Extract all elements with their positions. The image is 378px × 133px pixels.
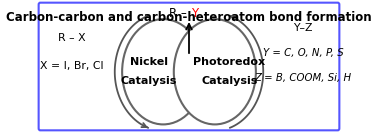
Text: Y: Y (191, 7, 198, 20)
Text: Carbon-carbon and carbon-heteroatom bond formation: Carbon-carbon and carbon-heteroatom bond… (6, 11, 372, 24)
FancyBboxPatch shape (39, 3, 339, 130)
Text: Nickel: Nickel (130, 57, 168, 67)
Text: Z = B, COOM, Si, H: Z = B, COOM, Si, H (254, 73, 352, 83)
Text: X = I, Br, Cl: X = I, Br, Cl (40, 61, 104, 72)
Ellipse shape (122, 19, 204, 124)
Ellipse shape (174, 19, 256, 124)
Text: Catalysis: Catalysis (201, 76, 257, 86)
Text: R –: R – (169, 7, 187, 20)
Text: Y–Z: Y–Z (293, 23, 313, 33)
Text: R – X: R – X (58, 33, 86, 43)
Text: Catalysis: Catalysis (121, 76, 177, 86)
Text: Y = C, O, N, P, S: Y = C, O, N, P, S (263, 48, 343, 58)
Text: Photoredox: Photoredox (193, 57, 265, 67)
